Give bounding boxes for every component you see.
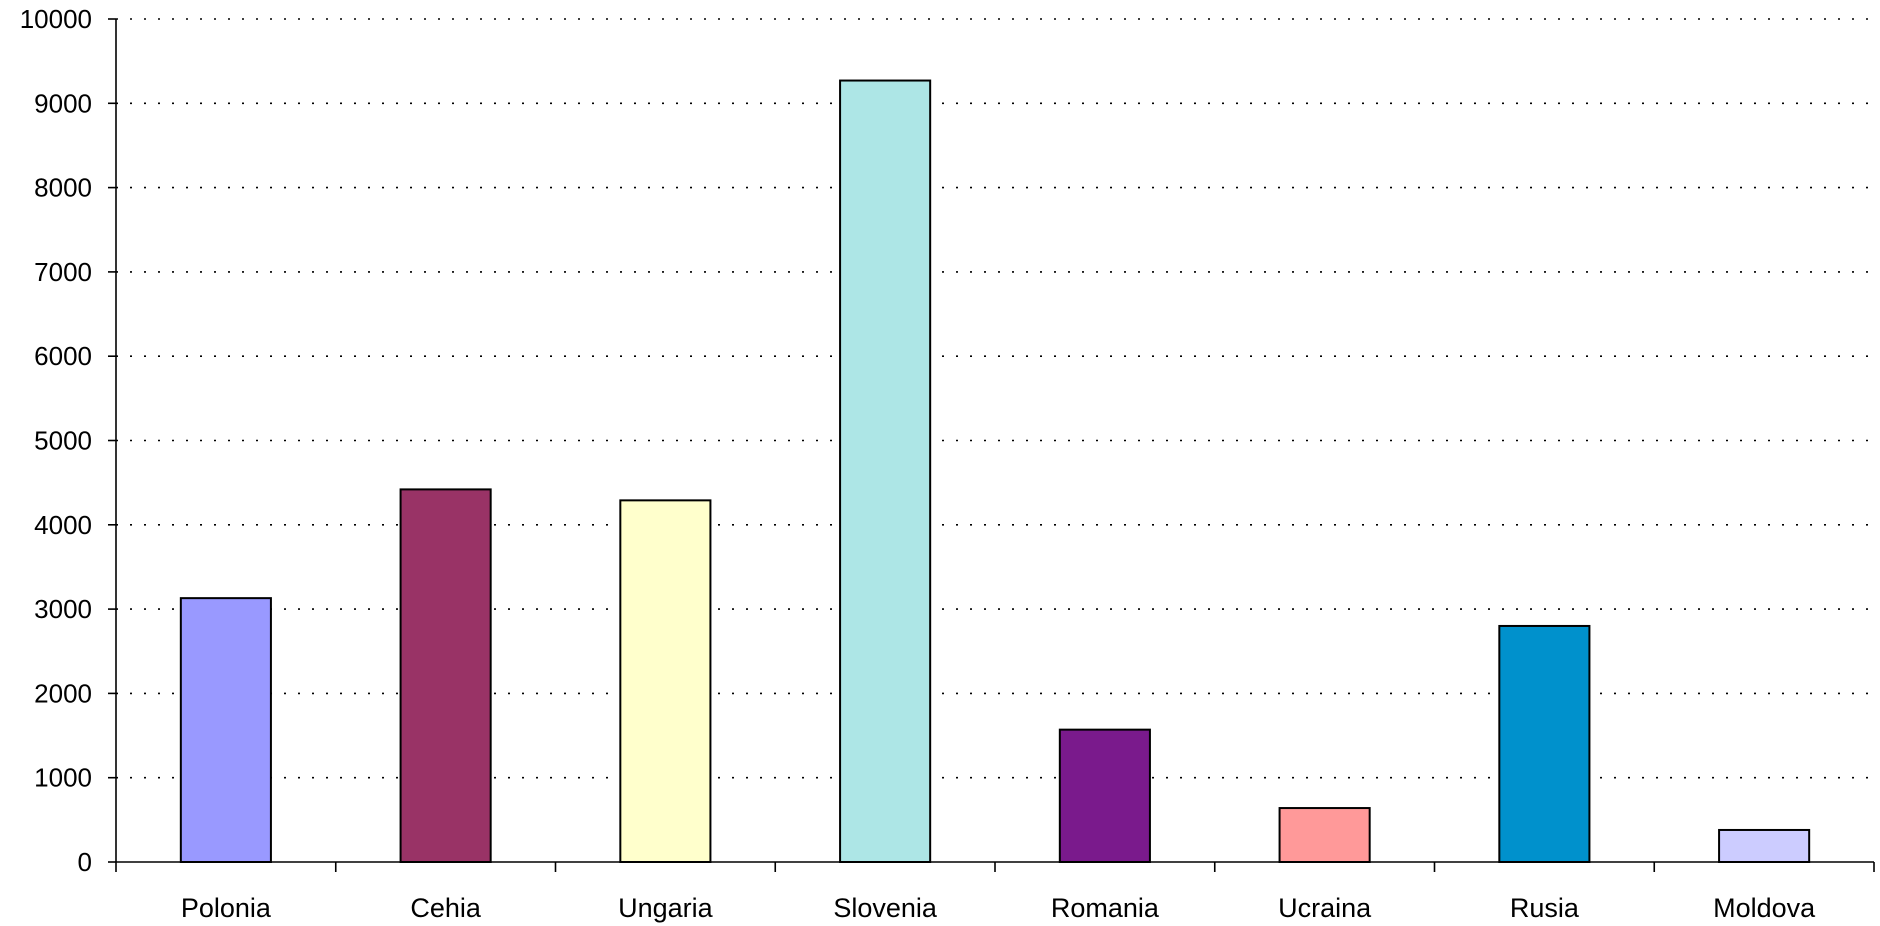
x-axis-labels: Polonia Cehia Ungaria Slovenia Romania Ucrain… (181, 893, 1816, 923)
x-tick-label: Moldova (1713, 893, 1816, 923)
x-tick-label: Polonia (181, 893, 272, 923)
y-tick-label: 0 (78, 847, 92, 877)
y-tick-label: 10000 (20, 4, 92, 34)
bar-ucraina (1278, 807, 1371, 863)
bars (179, 79, 1811, 864)
y-tick-label: 8000 (34, 173, 92, 203)
x-tick-label: Rusia (1510, 893, 1580, 923)
y-tick-label: 2000 (34, 678, 92, 708)
x-tick-label: Romania (1051, 893, 1160, 923)
bar-cehia (399, 488, 492, 863)
y-tick-label: 7000 (34, 257, 92, 287)
y-tick-label: 6000 (34, 341, 92, 371)
x-tick-label: Slovenia (833, 893, 938, 923)
bar-polonia (179, 597, 272, 863)
axes (115, 19, 1875, 872)
y-tick-label: 5000 (34, 426, 92, 456)
gridlines (116, 18, 1874, 779)
y-tick-label: 4000 (34, 510, 92, 540)
x-tick-label: Ungaria (618, 893, 714, 923)
x-tick-label: Cehia (410, 893, 482, 923)
y-axis-ticks: 0 1000 2000 3000 4000 5000 6000 7000 8000 9000 100… (20, 4, 116, 877)
bar-rusia (1498, 624, 1591, 864)
y-tick-label: 1000 (34, 763, 92, 793)
x-tick-label: Ucraina (1278, 893, 1372, 923)
bar-slovenia (839, 79, 932, 863)
y-tick-label: 3000 (34, 594, 92, 624)
y-tick-label: 9000 (34, 88, 92, 118)
bar-moldova (1718, 828, 1811, 864)
bar-ungaria (619, 499, 712, 863)
bar-romania (1058, 728, 1151, 863)
